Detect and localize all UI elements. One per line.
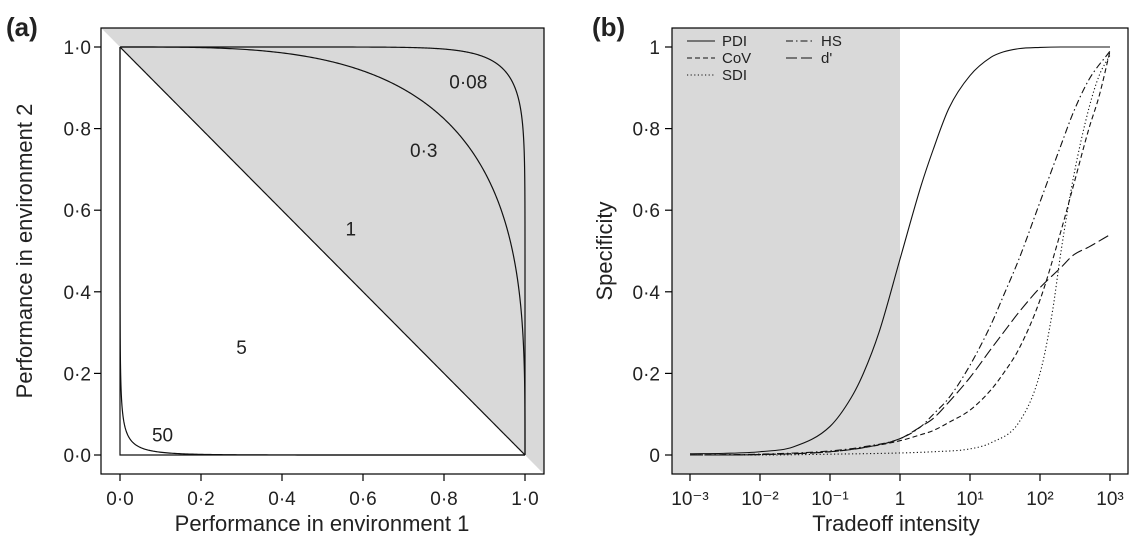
panel-a-curve-label-50: 50 (152, 426, 173, 447)
panel-a-y-tick-label: 0·0 (64, 446, 91, 467)
panel-b-x-tick-label: 10³ (1096, 489, 1123, 510)
panel-a-y-axis-title: Performance in environment 2 (12, 104, 37, 399)
panel-b-series-sdi (689, 54, 1111, 456)
panel-b-series-cov (689, 50, 1111, 456)
panel-b-letter: (b) (592, 12, 625, 42)
panel-a-x-tick-label: 0·6 (349, 489, 376, 510)
panel-a-curve-labels: 0·08 0·3 1 5 50 (152, 73, 487, 447)
panel-b-y-tick-label: 1 (649, 38, 660, 59)
panel-a-curve-label-1: 1 (346, 220, 357, 241)
panel-a-y-ticks: 0·0 0·2 0·4 0·6 0·8 1·0 (64, 38, 101, 467)
panel-a-curve-label-0-3: 0·3 (410, 141, 437, 162)
panel-a-y-tick-label: 0·6 (64, 201, 91, 222)
panel-a-curve-0-3 (120, 46, 526, 455)
legend-label-cov: CoV (722, 50, 751, 67)
panel-a-x-axis-title: Performance in environment 1 (175, 511, 470, 536)
panel-a-curve-label-5: 5 (236, 338, 247, 359)
panel-b-y-tick-label: 0 (649, 446, 660, 467)
panel-a-y-tick-label: 0·2 (64, 364, 91, 385)
legend-label-sdi: SDI (722, 67, 747, 84)
panel-b-y-tick-label: 0·6 (633, 201, 660, 222)
panel-a-frame (100, 27, 545, 475)
panel-b-shaded-region (672, 28, 900, 474)
panel-a-curve-1 (119, 46, 526, 456)
panel-a-y-tick-label: 0·4 (64, 283, 92, 304)
panel-a-curve-0-08 (121, 46, 526, 455)
panel-b-curves (689, 46, 1111, 456)
panel-b-y-tick-label: 0·4 (633, 283, 661, 304)
panel-b-y-tick-label: 0·8 (633, 120, 660, 141)
panel-a-y-tick-label: 1·0 (64, 38, 91, 59)
panel-a-x-ticks: 0·0 0·2 0·4 0·6 0·8 1·0 (106, 474, 539, 510)
panel-a-x-tick-label: 1·0 (511, 489, 538, 510)
panel-a-curve-50 (119, 47, 525, 456)
panel-b-x-tick-label: 10⁻² (741, 489, 779, 510)
panel-b-series-pdi (689, 46, 1110, 455)
panel-a-x-tick-label: 0·4 (268, 489, 296, 510)
panel-b-shade (672, 28, 900, 474)
panel-a-curve-label-0-08: 0·08 (449, 73, 487, 94)
panel-b-y-axis-title: Specificity (592, 201, 617, 300)
panel-b-x-tick-label: 10⁻¹ (811, 489, 849, 510)
panel-a-y-tick-label: 0·8 (64, 120, 91, 141)
panel-b-x-ticks: 10⁻³ 10⁻² 10⁻¹ 1 10¹ 10² 10³ (671, 474, 1124, 510)
legend-label-pdi: PDI (722, 33, 747, 50)
legend-label-hs: HS (821, 33, 842, 50)
legend-label-d: d' (821, 50, 832, 67)
panel-a-x-tick-label: 0·8 (430, 489, 457, 510)
panel-b-x-tick-label: 10¹ (956, 489, 983, 510)
panel-b-x-tick-label: 1 (895, 489, 906, 510)
panel-a-x-tick-label: 0·2 (187, 489, 214, 510)
panel-a-curves (119, 46, 526, 456)
panel-b-y-ticks: 0 0·2 0·4 0·6 0·8 1 (633, 38, 672, 467)
panel-a-x-tick-label: 0·0 (106, 489, 133, 510)
panel-b-x-axis-title: Tradeoff intensity (812, 511, 980, 536)
panel-a-letter: (a) (6, 12, 38, 42)
panel-b-x-tick-label: 10⁻³ (671, 489, 709, 510)
panel-b-x-tick-label: 10² (1026, 489, 1053, 510)
panel-b-series-d (689, 234, 1111, 456)
panel-b-y-tick-label: 0·2 (633, 364, 660, 385)
panel-b-series-hs (689, 50, 1111, 456)
